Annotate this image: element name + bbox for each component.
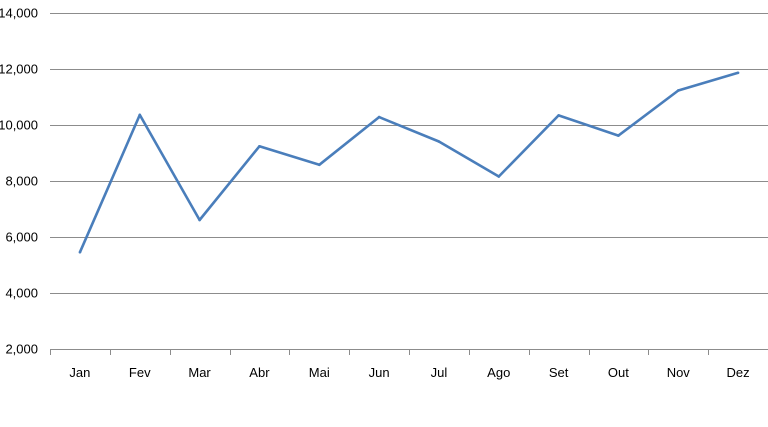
data-point-jul bbox=[437, 140, 441, 143]
data-point-abr bbox=[258, 144, 261, 148]
data-point-set bbox=[557, 114, 560, 117]
gridlines bbox=[50, 13, 768, 294]
data-point-ago bbox=[497, 175, 501, 178]
x-tick-label: Nov bbox=[667, 365, 691, 380]
x-tick-label: Jul bbox=[431, 365, 448, 380]
x-tick-label: Mar bbox=[188, 365, 211, 380]
data-point-mar bbox=[198, 218, 201, 222]
data-point-jun bbox=[377, 115, 381, 119]
x-tick-label: Jan bbox=[69, 365, 90, 380]
x-tick-label: Jun bbox=[369, 365, 390, 380]
data-point-fev bbox=[138, 113, 142, 117]
y-tick-label: 4,000 bbox=[5, 286, 38, 301]
y-tick-label: 8,000 bbox=[5, 174, 38, 189]
data-point-dez bbox=[736, 71, 740, 75]
x-tick-label: Out bbox=[608, 365, 629, 380]
x-axis: Jan Fev Mar Abr Mai Jun Jul Ago Set Out Nov Dez bbox=[50, 349, 768, 380]
data-point-nov bbox=[676, 89, 680, 92]
series-line bbox=[78, 71, 739, 253]
x-tick-label: Dez bbox=[727, 365, 750, 380]
y-tick-label: 6,000 bbox=[5, 230, 38, 245]
series-group bbox=[78, 71, 740, 254]
x-tick-label: Set bbox=[549, 365, 569, 380]
x-tick-label: Mai bbox=[309, 365, 330, 380]
y-tick-label: 14,000 bbox=[0, 6, 38, 21]
y-tick-label: 10,000 bbox=[0, 118, 38, 133]
y-tick-label: 2,000 bbox=[5, 342, 38, 357]
data-point-jan bbox=[78, 250, 82, 254]
y-axis-ticks: 2,000 4,000 6,000 8,000 10,000 12,000 14,000 bbox=[0, 6, 38, 357]
y-tick-label: 12,000 bbox=[0, 62, 38, 77]
x-tick-label: Abr bbox=[249, 365, 270, 380]
x-tick-label: Ago bbox=[487, 365, 510, 380]
x-tick-label: Fev bbox=[129, 365, 151, 380]
data-point-out bbox=[617, 134, 620, 137]
data-point-mai bbox=[317, 163, 321, 167]
